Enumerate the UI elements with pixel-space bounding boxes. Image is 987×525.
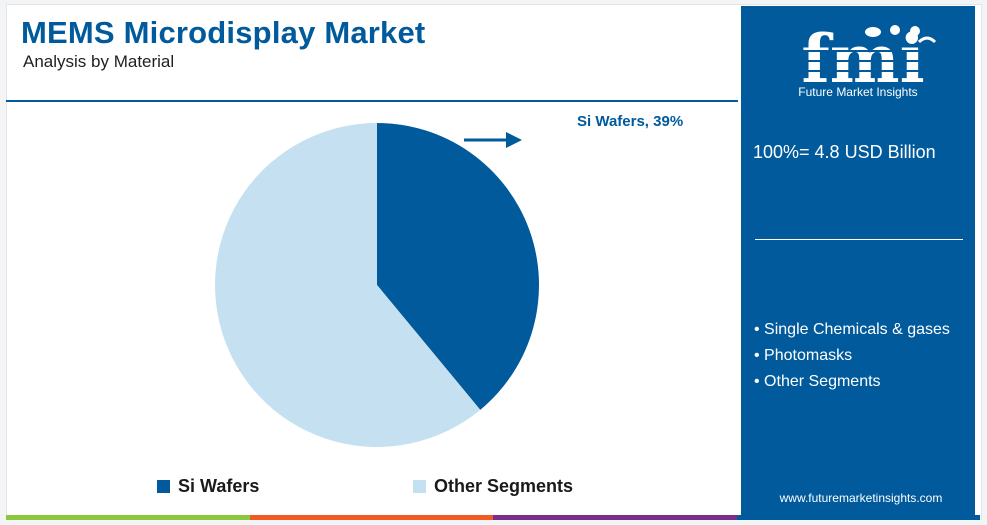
legend-swatch xyxy=(157,480,170,493)
legend-item-other-segments: Other Segments xyxy=(413,476,573,497)
page-title: MEMS Microdisplay Market xyxy=(21,15,426,50)
bar-segment xyxy=(6,515,250,520)
bar-segment xyxy=(249,515,493,520)
arrow-right-icon xyxy=(464,132,522,148)
si-wafers-callout: Si Wafers, 39% xyxy=(577,113,684,130)
bar-segment xyxy=(736,515,980,520)
list-item: • Single Chemicals & gases xyxy=(754,321,950,338)
pie-slice-other-segments xyxy=(215,123,481,447)
panel-divider xyxy=(755,239,963,240)
list-item: • Photomasks xyxy=(754,347,853,364)
website-link[interactable]: www.futuremarketinsights.com xyxy=(779,491,943,505)
brand-color-bar xyxy=(6,515,980,520)
pie-slice-si-wafers xyxy=(377,123,539,410)
legend-item-si-wafers: Si Wafers xyxy=(157,476,259,497)
list-item: • Other Segments xyxy=(754,373,881,390)
pie-slices xyxy=(215,123,539,447)
legend-swatch xyxy=(413,480,426,493)
legend-label: Si Wafers xyxy=(178,476,260,496)
fmi-logo: fmi xyxy=(797,20,937,98)
info-panel: fmi Future Market Insights 100%= 4.8 USD… xyxy=(741,6,975,518)
page-subtitle: Analysis by Material xyxy=(23,52,175,71)
other-segments-list: • Single Chemicals & gases • Photomasks … xyxy=(754,317,969,395)
logo-tagline: Future Market Insights xyxy=(798,85,918,99)
bar-segment xyxy=(493,515,737,520)
title-divider xyxy=(6,100,738,102)
logo-letters: fmi xyxy=(801,20,924,98)
legend-label: Other Segments xyxy=(434,476,574,496)
market-total: 100%= 4.8 USD Billion xyxy=(753,142,936,162)
